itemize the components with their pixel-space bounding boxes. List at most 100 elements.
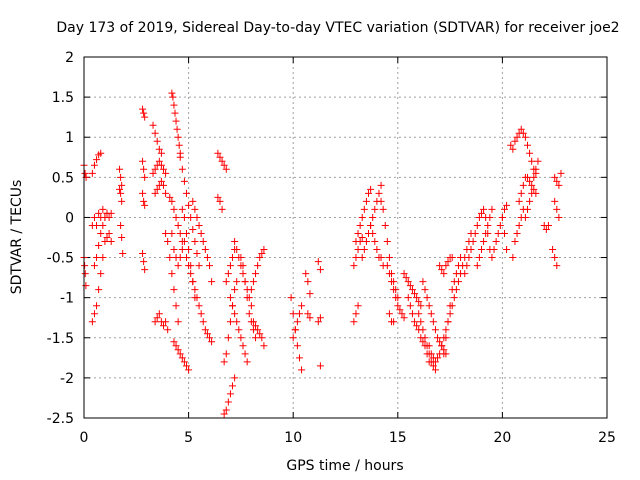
y-tick-label: 0.5 — [52, 170, 74, 186]
data-point — [417, 318, 425, 326]
data-point — [140, 197, 148, 205]
data-point — [107, 238, 115, 246]
data-point — [354, 229, 362, 237]
y-tick-labels: -2.5 -2 -1.5 -1 -0.5 0 0.5 1 1.5 2 — [47, 50, 74, 427]
data-point — [231, 286, 239, 294]
series-s69 — [524, 141, 540, 177]
data-point — [162, 229, 170, 237]
data-point — [452, 286, 460, 294]
data-point — [239, 270, 247, 278]
data-point — [201, 326, 209, 334]
data-point — [139, 250, 147, 258]
y-tick-label: 2 — [65, 50, 74, 66]
data-point — [180, 177, 188, 185]
data-point — [157, 161, 165, 169]
chart-title: Day 173 of 2019, Sidereal Day-to-day VTE… — [56, 20, 619, 36]
data-point — [526, 197, 534, 205]
data-point — [293, 342, 301, 350]
data-point — [175, 141, 183, 149]
data-point — [526, 149, 534, 157]
data-point — [170, 246, 178, 254]
data-point — [105, 229, 113, 237]
series-s51 — [383, 262, 408, 322]
data-point — [243, 358, 251, 366]
data-point — [206, 334, 214, 342]
data-point — [139, 157, 147, 165]
data-point — [180, 238, 188, 246]
data-point — [141, 173, 149, 181]
data-point — [226, 294, 234, 302]
data-point — [350, 262, 358, 270]
data-point — [229, 382, 237, 390]
series-s62 — [473, 205, 496, 270]
data-point — [118, 181, 126, 189]
data-point — [82, 282, 90, 290]
data-point — [519, 129, 527, 137]
data-point — [176, 229, 184, 237]
data-point — [197, 310, 205, 318]
data-point — [306, 314, 314, 322]
data-point — [191, 205, 199, 213]
data-point — [350, 318, 358, 326]
data-point — [392, 294, 400, 302]
series-s73 — [549, 246, 561, 270]
data-point — [226, 390, 234, 398]
series-s14 — [139, 250, 149, 274]
data-point — [81, 169, 89, 177]
data-point — [316, 362, 324, 370]
data-point — [101, 238, 109, 246]
data-point — [503, 201, 511, 209]
data-point — [406, 282, 414, 290]
data-point — [162, 169, 170, 177]
data-point — [465, 254, 473, 262]
series-s43 — [314, 314, 324, 326]
data-point — [436, 262, 444, 270]
data-point — [153, 137, 161, 145]
data-point — [419, 326, 427, 334]
data-point — [287, 294, 295, 302]
data-point — [304, 278, 312, 286]
data-point — [149, 121, 157, 129]
data-point — [118, 197, 126, 205]
data-point — [509, 145, 517, 153]
data-point — [373, 246, 381, 254]
data-point — [118, 234, 126, 241]
data-point — [203, 254, 211, 262]
data-point — [178, 205, 186, 213]
data-point — [530, 173, 538, 181]
data-point — [517, 125, 525, 133]
data-point — [427, 350, 435, 358]
data-point — [155, 157, 163, 165]
data-point — [381, 221, 389, 229]
data-point — [185, 201, 193, 209]
data-point — [448, 302, 456, 310]
series-s15 — [149, 121, 165, 157]
plot-frame — [83, 56, 608, 419]
data-point — [162, 189, 170, 197]
series-s12 — [139, 157, 149, 181]
data-point — [442, 326, 450, 334]
data-point — [421, 286, 429, 294]
y-tick-label: -1.5 — [47, 331, 74, 347]
data-point — [398, 310, 406, 318]
data-point — [101, 213, 109, 221]
series-s64 — [498, 213, 511, 254]
data-point — [185, 262, 193, 270]
data-point — [153, 314, 161, 322]
series-s47 — [352, 185, 375, 246]
data-point — [247, 286, 255, 294]
data-point — [239, 262, 247, 270]
data-point — [477, 209, 485, 217]
series-s55 — [415, 310, 439, 374]
y-tick-label: 1.5 — [52, 90, 74, 106]
series-s66 — [509, 205, 527, 262]
data-point — [411, 290, 419, 298]
data-point — [486, 213, 494, 221]
data-point — [438, 266, 446, 274]
data-point — [170, 205, 178, 213]
series-s38 — [287, 294, 306, 374]
data-point — [99, 254, 107, 262]
data-point — [444, 258, 452, 266]
data-point — [298, 366, 306, 374]
data-point — [295, 354, 303, 362]
